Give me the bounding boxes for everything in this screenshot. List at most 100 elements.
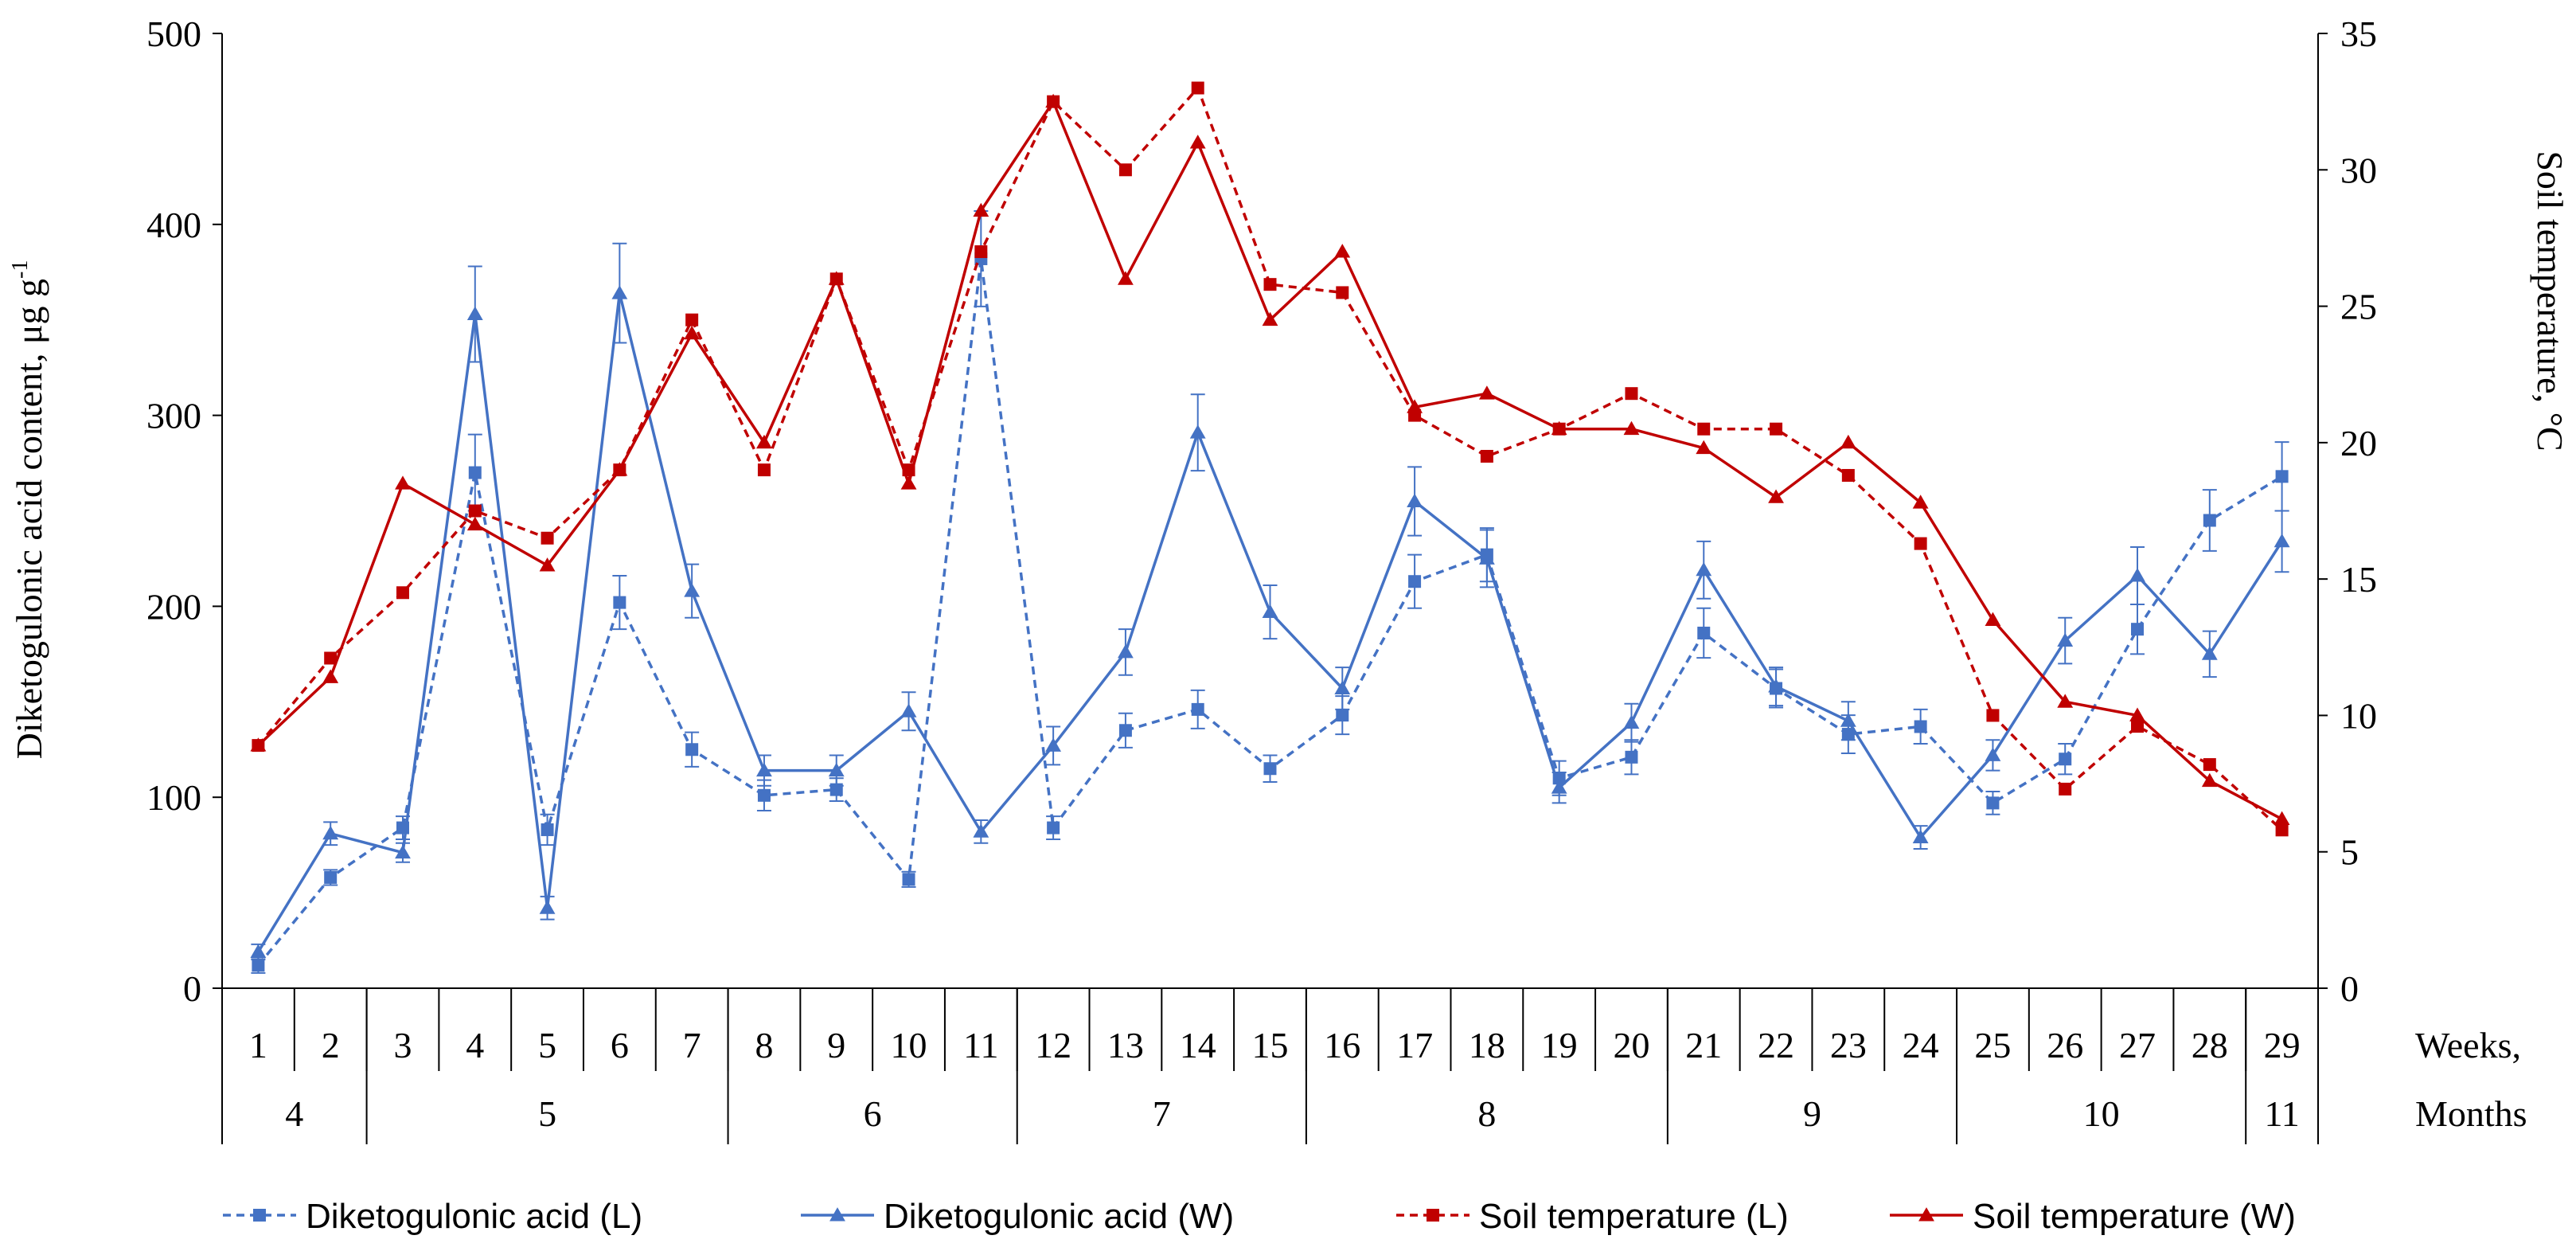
week-label: 26: [2047, 1025, 2083, 1065]
data-point: [2131, 720, 2145, 733]
data-point: [1697, 422, 1711, 436]
data-point: [2203, 758, 2216, 772]
y-left-tick-label: 300: [146, 396, 201, 436]
data-point: [2274, 811, 2290, 826]
data-point: [1697, 626, 1711, 639]
week-label: 1: [249, 1025, 267, 1065]
data-point: [1840, 713, 1856, 727]
data-point: [1768, 678, 1784, 693]
data-point: [1985, 747, 2001, 761]
week-label: 6: [611, 1025, 629, 1065]
data-point: [685, 313, 699, 326]
month-label: 8: [1477, 1093, 1496, 1134]
data-point: [2274, 533, 2290, 548]
week-label: 3: [393, 1025, 412, 1065]
data-point: [684, 325, 701, 340]
data-point: [1696, 561, 1712, 577]
data-point: [611, 462, 628, 476]
data-point: [1191, 702, 1204, 716]
data-point: [1841, 468, 1855, 482]
data-point: [1840, 434, 1856, 449]
data-point: [1045, 737, 1062, 752]
data-point: [1262, 604, 1278, 619]
data-point: [1407, 399, 1423, 413]
week-label: 4: [466, 1025, 484, 1065]
data-point: [1189, 424, 1206, 439]
data-point: [541, 531, 554, 545]
plot-area: [250, 81, 2290, 974]
data-point: [1336, 286, 1349, 299]
data-point: [1623, 714, 1640, 729]
data-point: [1623, 420, 1640, 436]
axes: 0 100 200 300 400 500 0 5 10 15 20 25 30 35: [146, 14, 2377, 1009]
month-label: 7: [1153, 1093, 1171, 1134]
data-point: [684, 583, 701, 597]
data-point: [1189, 135, 1206, 149]
week-label: 11: [963, 1025, 998, 1065]
data-point: [1118, 724, 1132, 737]
y-left-tick-label: 500: [146, 14, 201, 54]
legend-label: Diketogulonic acid (L): [306, 1197, 642, 1236]
week-label: 17: [1396, 1025, 1433, 1065]
week-label: 16: [1324, 1025, 1360, 1065]
data-point: [1696, 440, 1712, 455]
data-point: [1551, 780, 1567, 794]
data-point: [1770, 422, 1783, 436]
week-label: 23: [1830, 1025, 1867, 1065]
data-point: [973, 202, 989, 217]
data-point: [1480, 449, 1493, 463]
legend-marker: [253, 1209, 266, 1222]
data-point: [1334, 244, 1351, 258]
week-label: 7: [683, 1025, 701, 1065]
week-label: 2: [322, 1025, 340, 1065]
weeks-axis-label: Weeks,: [2415, 1025, 2521, 1065]
data-point: [1986, 796, 2000, 810]
week-label: 8: [755, 1025, 773, 1065]
data-point: [900, 703, 917, 717]
y-right-tick-label: 15: [2340, 559, 2377, 600]
data-point: [973, 823, 989, 838]
data-point: [1408, 575, 1422, 588]
week-label: 15: [1252, 1025, 1289, 1065]
data-point: [1768, 489, 1784, 503]
category-axis: 1 2 3 4 5 6 7 8 9 10 11 12 13 14 15 16 17 18 19 20 21 22 23 24 2…: [221, 987, 2527, 1144]
month-label: 11: [2264, 1093, 2299, 1134]
data-point: [252, 959, 265, 972]
data-point: [1551, 420, 1567, 436]
data-point: [828, 271, 845, 285]
data-point: [1263, 278, 1277, 291]
data-point: [1912, 829, 1929, 843]
data-point: [1625, 750, 1638, 764]
data-point: [322, 669, 339, 683]
data-point: [2131, 623, 2145, 636]
data-point: [2129, 568, 2145, 582]
data-point: [1985, 612, 2001, 626]
week-label: 10: [891, 1025, 927, 1065]
data-point: [756, 762, 772, 777]
legend-marker: [1427, 1209, 1439, 1222]
y-right-tick-label: 5: [2340, 832, 2359, 873]
week-label: 13: [1107, 1025, 1144, 1065]
week-label: 5: [538, 1025, 556, 1065]
data-point: [1334, 680, 1351, 694]
data-point: [757, 788, 771, 802]
series-line: [257, 86, 2283, 831]
month-label: 9: [1803, 1093, 1821, 1134]
y-left-tick-label: 100: [146, 777, 201, 818]
legend-item: Diketogulonic acid (W): [801, 1197, 1234, 1236]
y-left-tick-label: 200: [146, 586, 201, 627]
data-point: [2129, 707, 2145, 721]
data-point: [2057, 694, 2074, 708]
y-axis-left-title: Diketogulonic acid content, μg g-1: [8, 260, 49, 760]
series-4: [250, 93, 2290, 826]
week-label: 18: [1469, 1025, 1505, 1065]
data-point: [1912, 495, 1929, 509]
y-right-tick-label: 10: [2340, 695, 2377, 736]
data-point: [1986, 709, 2000, 722]
week-label: 29: [2264, 1025, 2301, 1065]
week-label: 28: [2192, 1025, 2228, 1065]
y-right-tick-label: 25: [2340, 287, 2377, 327]
data-point: [902, 873, 915, 886]
data-point: [1914, 720, 1927, 733]
data-point: [539, 557, 556, 572]
